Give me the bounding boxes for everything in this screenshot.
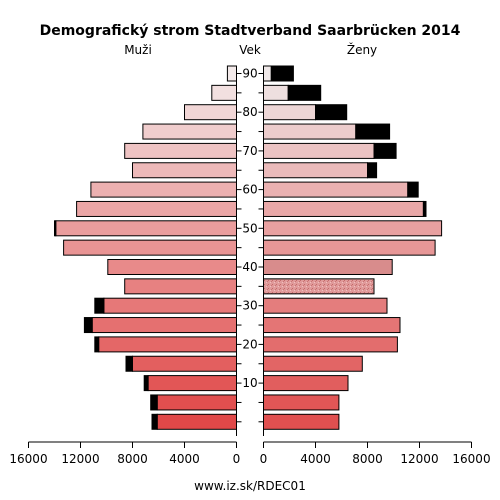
female-bar-20-24 (263, 336, 398, 353)
female-excess-bar-70-74 (373, 142, 397, 159)
female-bar-45-49 (263, 239, 436, 256)
chart-title: Demografický strom Stadtverband Saarbrüc… (40, 23, 461, 39)
male-excess-bar-30-34 (94, 297, 105, 314)
female-bar-70-74 (263, 142, 375, 159)
female-bar-15-19 (263, 355, 363, 372)
male-bar-55-59 (76, 200, 237, 217)
male-excess-bar-25-29 (83, 317, 93, 334)
male-bar-90+ (226, 65, 237, 82)
bars-layer (54, 65, 443, 430)
female-excess-bar-65-69 (367, 162, 378, 179)
age-tick-label: 10 (242, 376, 257, 390)
female-bar-55-59 (263, 200, 424, 217)
footer-source: www.iz.sk/RDEC01 (194, 479, 306, 493)
male-bar-50-54 (55, 220, 237, 237)
age-tick-label: 60 (242, 183, 257, 197)
male-bar-10-14 (147, 375, 238, 392)
male-bar-0-4 (156, 413, 237, 430)
male-bar-20-24 (98, 336, 237, 353)
female-excess-bar-80-84 (315, 104, 348, 121)
female-label: Ženy (347, 42, 377, 57)
male-x-tick-label: 0 (233, 452, 241, 466)
male-bar-5-9 (156, 394, 237, 411)
female-bar-60-64 (263, 181, 409, 198)
male-x-tick-label: 8000 (117, 452, 148, 466)
male-bar-15-19 (132, 355, 237, 372)
male-bar-35-39 (124, 278, 237, 295)
female-x-tick-label: 12000 (400, 452, 438, 466)
male-excess-bar-5-9 (150, 394, 158, 411)
male-excess-bar-20-24 (94, 336, 100, 353)
age-tick-label: 20 (242, 337, 257, 351)
male-bar-25-29 (91, 317, 237, 334)
female-bar-90+ (263, 65, 272, 82)
age-tick-label: 50 (242, 221, 257, 235)
female-excess-bar-85-89 (287, 84, 322, 101)
age-label: Vek (239, 43, 261, 57)
female-excess-bar-75-79 (355, 123, 391, 140)
female-excess-bar-55-59 (422, 200, 427, 217)
age-tick-label: 40 (242, 260, 257, 274)
female-bar-85-89 (263, 84, 289, 101)
male-bar-80-84 (184, 104, 237, 121)
male-bar-45-49 (63, 239, 237, 256)
male-x-tick-label: 12000 (61, 452, 99, 466)
female-bar-10-14 (263, 375, 349, 392)
female-bar-25-29 (263, 317, 401, 334)
female-x-tick-label: 8000 (352, 452, 383, 466)
age-tick-label: 70 (242, 144, 257, 158)
female-bar-75-79 (263, 123, 357, 140)
male-bar-65-69 (132, 162, 237, 179)
male-bar-40-44 (107, 259, 237, 275)
female-x-tick-label: 0 (260, 452, 268, 466)
male-excess-bar-15-19 (125, 355, 133, 372)
male-bar-70-74 (124, 142, 237, 159)
female-excess-bar-60-64 (407, 181, 419, 198)
female-x-tick-label: 16000 (452, 452, 490, 466)
female-bar-0-4 (263, 413, 340, 430)
age-tick-label: 30 (242, 299, 257, 313)
male-label: Muži (124, 43, 152, 57)
male-excess-bar-10-14 (143, 375, 149, 392)
age-tick-label: 80 (242, 105, 257, 119)
female-bar-40-44 (263, 259, 393, 275)
female-bar-30-34 (263, 297, 388, 314)
age-tick-label: 90 (242, 67, 257, 81)
axes-layer: 10 20 30 40 50 60 70 80 90 16000 12000 8000 4000 0 0 40… (9, 66, 491, 466)
female-excess-bar-90+ (270, 65, 294, 82)
female-bar-5-9 (263, 394, 340, 411)
male-x-tick-label: 16000 (9, 452, 47, 466)
male-bar-75-79 (142, 123, 237, 140)
male-bar-60-64 (90, 181, 238, 198)
female-x-tick-label: 4000 (300, 452, 331, 466)
male-x-tick-label: 4000 (169, 452, 200, 466)
female-bar-80-84 (263, 104, 316, 121)
female-bar-50-54 (263, 220, 443, 237)
male-bar-30-34 (103, 297, 238, 314)
male-bar-85-89 (211, 84, 238, 101)
male-excess-bar-50-54 (54, 220, 57, 237)
female-bar-35-39 (263, 278, 375, 295)
male-excess-bar-0-4 (151, 413, 158, 430)
female-bar-65-69 (263, 162, 368, 179)
